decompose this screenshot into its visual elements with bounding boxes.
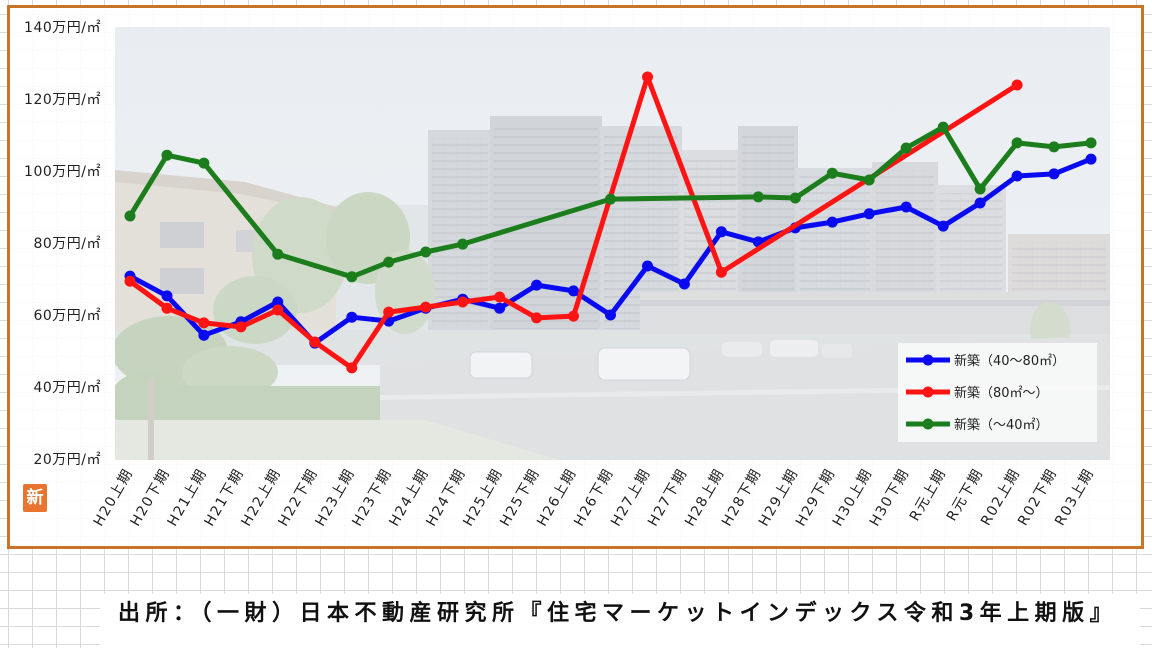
data-point (494, 291, 506, 303)
data-point (420, 301, 432, 313)
data-point (715, 266, 727, 278)
y-tick-label: 20万円/㎡ (33, 452, 101, 468)
legend-label: 新築（80㎡～） (954, 385, 1049, 401)
data-point (1085, 153, 1097, 165)
data-point (863, 208, 875, 220)
data-point (124, 210, 136, 222)
data-point (272, 304, 284, 316)
y-tick-label: 80万円/㎡ (33, 236, 101, 252)
data-point (383, 256, 395, 268)
data-point (605, 309, 616, 321)
data-point (1048, 141, 1060, 153)
data-point (272, 248, 284, 260)
data-point (531, 279, 543, 291)
x-axis: H20上期H20下期H21上期H21下期H22上期H22下期H23上期H23下期… (91, 466, 1098, 529)
data-point (937, 220, 949, 232)
new-badge-icon: 新 (23, 484, 47, 512)
data-point (198, 157, 210, 169)
data-point (900, 142, 912, 154)
data-point (826, 216, 838, 228)
data-point (346, 271, 358, 283)
photo-cars (469, 340, 852, 381)
legend-swatch-marker (922, 386, 934, 398)
data-point (605, 193, 616, 205)
data-point (937, 121, 949, 133)
data-point (900, 201, 912, 213)
data-point (715, 226, 727, 238)
data-point (198, 317, 210, 329)
data-point (531, 312, 543, 324)
legend-swatch-marker (922, 354, 934, 366)
legend: 新築（40～80㎡） 新築（80㎡～） 新築（～40㎡） (898, 343, 1097, 442)
source-row (100, 594, 1140, 648)
data-point (863, 174, 875, 186)
data-point (457, 238, 469, 250)
data-point (198, 329, 210, 341)
data-point (346, 311, 358, 323)
data-point (678, 278, 690, 290)
source-note: 出所：（一財）日本不動産研究所『住宅マーケットインデックス令和3年上期版』 (118, 601, 1118, 626)
data-point (789, 192, 801, 204)
data-point (383, 306, 395, 318)
data-point (161, 290, 173, 302)
legend-swatch-marker (922, 418, 934, 430)
photo-trees (115, 192, 1070, 432)
data-point (124, 275, 136, 287)
data-point (568, 310, 579, 322)
data-point (1085, 137, 1097, 149)
legend-label: 新築（～40㎡） (954, 417, 1049, 433)
data-point (309, 336, 321, 348)
data-point (642, 71, 653, 83)
data-point (826, 167, 838, 179)
y-axis: 140万円/㎡ 120万円/㎡ 100万円/㎡ 80万円/㎡ 60万円/㎡ 40万円/㎡ 2… (24, 20, 101, 468)
y-tick-label: 120万円/㎡ (24, 92, 101, 108)
data-point (272, 296, 284, 308)
data-point (974, 197, 986, 209)
legend-label: 新築（40～80㎡） (954, 353, 1065, 369)
series-2 (124, 121, 1097, 283)
data-point (161, 149, 173, 161)
data-point (974, 183, 986, 195)
y-tick-label: 140万円/㎡ (24, 20, 101, 36)
y-tick-label: 100万円/㎡ (24, 164, 101, 180)
data-point (568, 285, 579, 297)
background-photo (115, 27, 1110, 460)
data-point (420, 246, 432, 258)
data-point (161, 302, 173, 314)
legend-item: 新築（80㎡～） (906, 385, 1049, 401)
y-tick-label: 40万円/㎡ (33, 380, 101, 396)
data-point (346, 362, 358, 374)
legend-item: 新築（40～80㎡） (906, 353, 1065, 369)
data-point (752, 191, 764, 203)
data-point (457, 296, 469, 308)
data-point (1011, 79, 1023, 91)
data-point (235, 321, 247, 333)
data-point (1011, 137, 1023, 149)
data-point (642, 260, 653, 272)
photo-shops-stripe (640, 300, 1110, 306)
legend-item: 新築（～40㎡） (906, 417, 1049, 433)
data-point (494, 302, 506, 314)
plot-series (124, 71, 1097, 374)
data-point (1011, 170, 1023, 182)
data-point (1048, 168, 1060, 180)
y-tick-label: 60万円/㎡ (33, 308, 101, 324)
